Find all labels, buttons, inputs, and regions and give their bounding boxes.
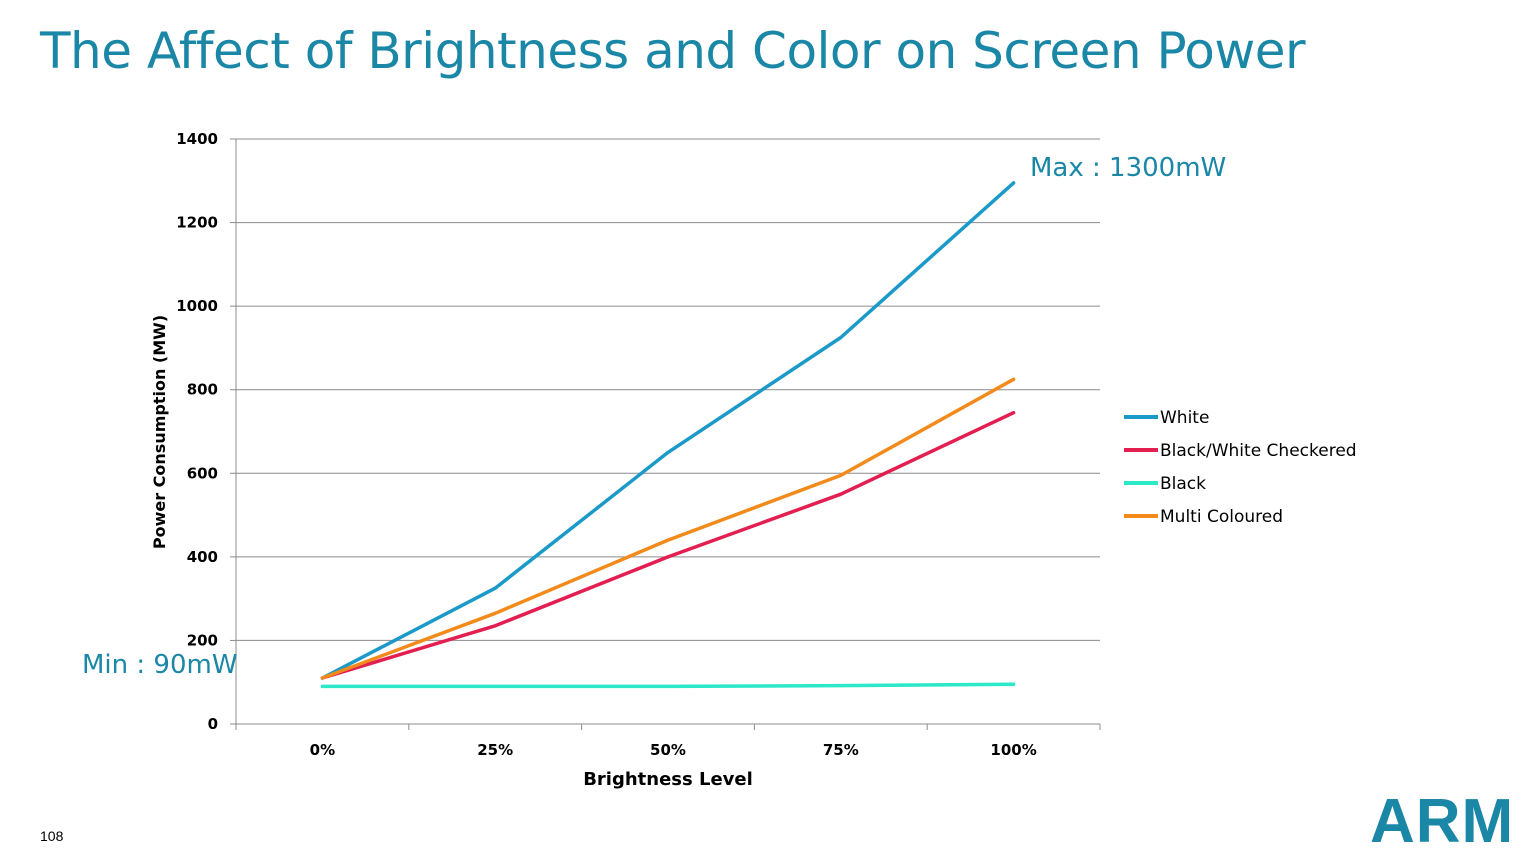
page-number: 108 xyxy=(40,828,64,844)
x-tick-label: 25% xyxy=(477,741,513,759)
x-tick-label: 50% xyxy=(650,741,686,759)
legend-label: Black xyxy=(1160,474,1206,494)
x-tick-label: 0% xyxy=(310,741,335,759)
y-tick-label: 600 xyxy=(187,464,218,482)
y-tick-label: 400 xyxy=(187,548,218,566)
y-tick-label: 1200 xyxy=(176,214,218,232)
legend-label: Multi Coloured xyxy=(1160,507,1283,527)
max-annotation: Max : 1300mW xyxy=(1030,153,1226,183)
series-line-4 xyxy=(320,377,1016,680)
y-tick-label: 1000 xyxy=(176,297,218,315)
x-tick-label: 100% xyxy=(990,741,1036,759)
x-tick-label: 75% xyxy=(823,741,859,759)
y-tick-label: 200 xyxy=(187,631,218,649)
series-line-2 xyxy=(320,410,1016,680)
x-axis-title: Brightness Level xyxy=(583,769,753,790)
y-axis-title: Power Consumption (MW) xyxy=(150,315,169,549)
slide-title: The Affect of Brightness and Color on Sc… xyxy=(40,22,1306,80)
arm-logo: ARM xyxy=(1370,787,1515,855)
chart-axes: 0 200 400 600 800 1000 1200 1400 0% 25% 50% 75% 100% xyxy=(176,130,1101,759)
chart-legend: White Black/White Checkered Black Multi Col… xyxy=(1124,408,1357,527)
chart-gridlines xyxy=(236,138,1100,641)
y-tick-label: 1400 xyxy=(176,130,218,148)
legend-label: Black/White Checkered xyxy=(1160,441,1357,461)
min-annotation: Min : 90mW xyxy=(82,650,238,680)
legend-label: White xyxy=(1160,408,1209,428)
chart-series xyxy=(320,181,1016,689)
series-line-3 xyxy=(320,682,1016,689)
y-tick-label: 0 xyxy=(208,715,218,733)
series-line-1 xyxy=(320,181,1016,680)
y-tick-label: 800 xyxy=(187,381,218,399)
